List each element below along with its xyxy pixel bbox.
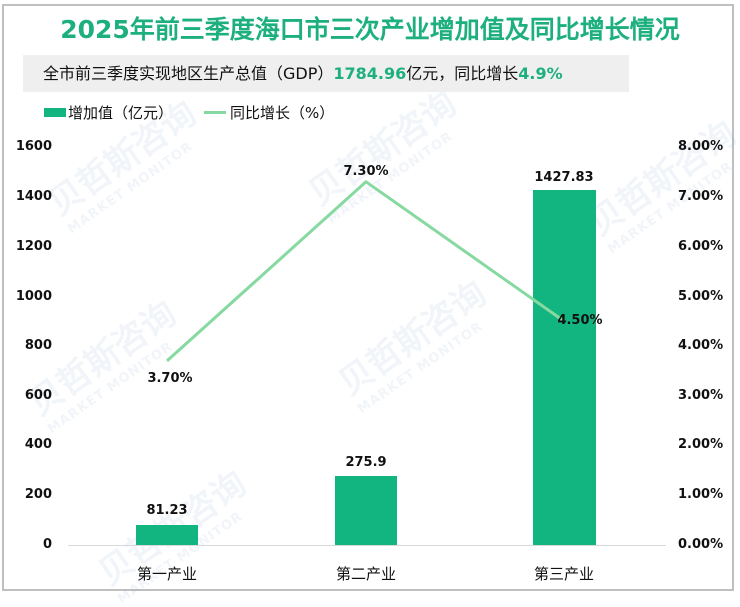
left-axis-tick: 1600	[15, 139, 52, 154]
right-axis-tick: 2.00%	[678, 437, 724, 452]
bar-value-label: 1427.83	[534, 170, 594, 185]
subtitle-box: 全市前三季度实现地区生产总值（GDP）1784.96亿元，同比增长4.9%	[23, 55, 629, 92]
right-axis-tick: 5.00%	[678, 289, 724, 304]
legend-label: 同比增长（%）	[230, 104, 335, 122]
left-axis-tick: 200	[24, 487, 52, 502]
right-axis-tick: 0.00%	[678, 537, 724, 552]
chart-title: 2025年前三季度海口市三次产业增加值及同比增长情况	[60, 15, 680, 44]
right-axis-tick: 1.00%	[678, 487, 724, 502]
subtitle-middle: 亿元，同比增长	[406, 64, 519, 83]
bar-value-label: 275.9	[345, 455, 387, 470]
line-value-label: 3.70%	[147, 371, 193, 386]
bar-secondary-industry[interactable]	[335, 476, 397, 545]
line-swatch-icon	[204, 111, 226, 114]
right-axis-tick: 4.00%	[678, 338, 724, 353]
legend-label: 增加值（亿元）	[68, 104, 174, 122]
x-axis-category: 第一产业	[136, 565, 197, 583]
left-axis-tick: 1000	[15, 289, 52, 304]
left-axis-tick: 600	[24, 388, 52, 403]
right-axis-tick: 3.00%	[678, 388, 724, 403]
legend-item-line[interactable]: 同比增长（%）	[204, 102, 334, 123]
left-axis-tick: 0	[42, 537, 52, 552]
left-axis-tick: 1200	[15, 239, 52, 254]
x-axis-line	[68, 545, 666, 546]
bar-primary-industry[interactable]	[136, 524, 198, 545]
bar-swatch-icon	[44, 108, 66, 117]
bar-value-label: 81.23	[146, 503, 188, 518]
left-axis-tick: 800	[24, 338, 52, 353]
gdp-value: 1784.96	[333, 64, 407, 83]
legend-item-bar[interactable]: 增加值（亿元）	[44, 102, 173, 123]
left-axis-tick: 1400	[15, 189, 52, 204]
x-axis-category: 第二产业	[335, 565, 396, 583]
bar-tertiary-industry[interactable]	[533, 189, 596, 545]
left-axis-tick: 400	[24, 437, 52, 452]
x-axis-category: 第三产业	[533, 565, 594, 583]
right-axis-tick: 7.00%	[678, 189, 724, 204]
right-axis-tick: 8.00%	[678, 139, 724, 154]
right-axis-tick: 6.00%	[678, 239, 724, 254]
subtitle-prefix: 全市前三季度实现地区生产总值（GDP）	[43, 64, 334, 83]
line-value-label: 7.30%	[343, 164, 389, 179]
growth-value: 4.9%	[518, 64, 563, 83]
chart-frame	[2, 4, 734, 591]
line-value-label: 4.50%	[557, 313, 603, 328]
